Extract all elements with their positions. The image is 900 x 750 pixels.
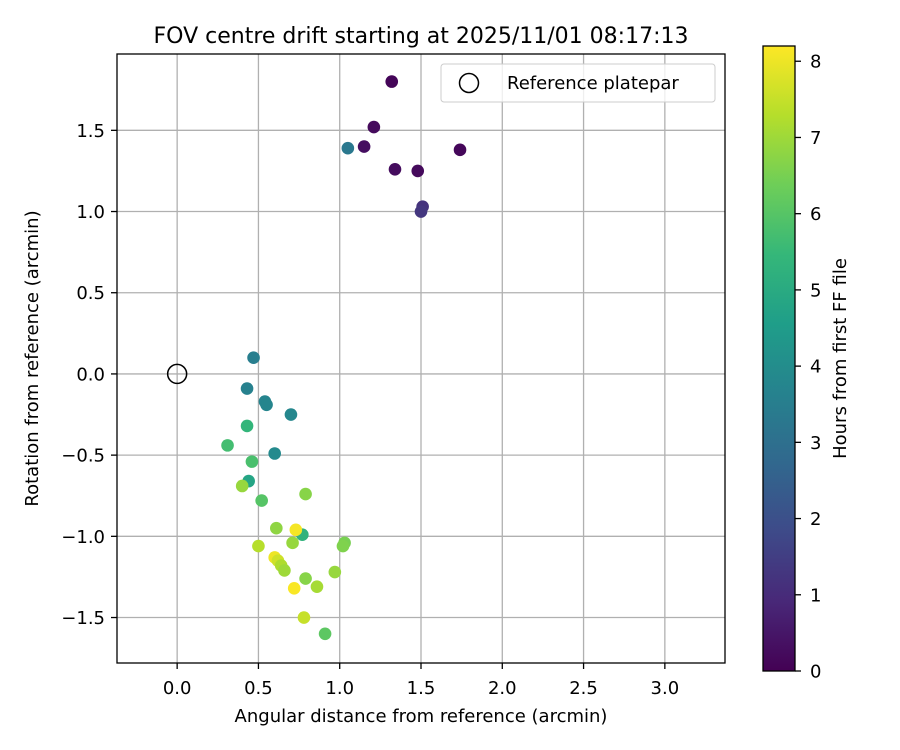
data-point xyxy=(286,536,299,550)
data-point xyxy=(289,523,303,537)
data-point xyxy=(245,455,259,468)
colorbar-ticks: 0 1 2 3 4 5 6 7 8 xyxy=(795,52,821,683)
data-point xyxy=(287,581,301,595)
data-point xyxy=(328,565,342,579)
y-tick-label: −1.0 xyxy=(61,527,105,548)
y-tick-label: −1.5 xyxy=(61,608,105,629)
reference-platepar-marker xyxy=(166,363,188,385)
legend-marker xyxy=(458,72,480,94)
x-axis-ticks: 0.0 0.5 1.0 1.5 2.0 2.5 3.0 xyxy=(163,663,679,699)
data-point xyxy=(357,140,371,153)
colorbar: 0 1 2 3 4 5 6 7 8 Hours from first FF file xyxy=(762,45,851,683)
colorbar-tick-label: 5 xyxy=(810,280,821,301)
data-point xyxy=(221,439,234,452)
x-tick-label: 2.0 xyxy=(488,678,517,699)
data-point xyxy=(278,564,291,577)
data-point xyxy=(453,143,467,157)
colorbar-tick-label: 0 xyxy=(810,662,821,683)
data-point xyxy=(270,521,283,535)
data-point xyxy=(255,494,268,507)
x-tick-label: 3.0 xyxy=(651,678,680,699)
colorbar-tick-label: 6 xyxy=(810,204,821,225)
x-tick-label: 1.0 xyxy=(325,678,354,699)
legend: Reference platepar xyxy=(440,63,716,103)
y-axis-ticks: −1.5 −1.0 −0.5 0.0 0.5 1.0 1.5 xyxy=(61,121,117,629)
y-tick-label: 1.5 xyxy=(76,121,105,142)
x-tick-label: 0.5 xyxy=(244,678,273,699)
data-point xyxy=(336,539,350,553)
data-point xyxy=(299,487,312,501)
data-point xyxy=(299,572,312,585)
data-point xyxy=(297,611,311,624)
colorbar-tick-label: 8 xyxy=(810,52,821,73)
colorbar-tick-label: 3 xyxy=(810,433,821,454)
x-gridlines xyxy=(176,54,666,663)
data-point xyxy=(341,141,355,155)
colorbar-bar xyxy=(762,45,796,672)
data-point xyxy=(388,163,402,176)
legend-box xyxy=(440,63,716,103)
y-axis-label: Rotation from reference (arcmin) xyxy=(22,210,43,506)
data-point xyxy=(385,75,399,88)
colorbar-label: Hours from first FF file xyxy=(830,258,851,459)
y-tick-label: 1.0 xyxy=(76,202,105,223)
data-point xyxy=(284,408,298,421)
colorbar-tick-label: 2 xyxy=(810,509,821,530)
data-point xyxy=(247,351,260,364)
data-point xyxy=(268,447,281,460)
data-point xyxy=(318,627,332,641)
legend-label: Reference platepar xyxy=(507,73,679,94)
data-point xyxy=(414,205,428,218)
scatter-points xyxy=(221,75,467,641)
colorbar-tick-label: 1 xyxy=(810,585,821,606)
data-point xyxy=(367,120,381,134)
x-tick-label: 2.5 xyxy=(569,678,598,699)
data-point xyxy=(310,580,324,593)
data-point xyxy=(235,479,249,493)
x-tick-label: 1.5 xyxy=(407,678,436,699)
data-point xyxy=(260,398,273,412)
data-point xyxy=(411,164,425,178)
data-point xyxy=(240,419,254,433)
x-tick-label: 0.0 xyxy=(163,678,192,699)
colorbar-tick-label: 4 xyxy=(810,357,821,378)
chart-title: FOV centre drift starting at 2025/11/01 … xyxy=(154,24,689,49)
y-tick-label: 0.0 xyxy=(76,364,105,385)
colorbar-tick-label: 7 xyxy=(810,128,821,149)
y-tick-label: −0.5 xyxy=(61,446,105,467)
data-point xyxy=(252,539,265,553)
y-tick-label: 0.5 xyxy=(76,283,105,304)
reference-marker xyxy=(166,363,188,385)
x-axis-label: Angular distance from reference (arcmin) xyxy=(235,706,608,727)
data-point xyxy=(240,382,254,395)
